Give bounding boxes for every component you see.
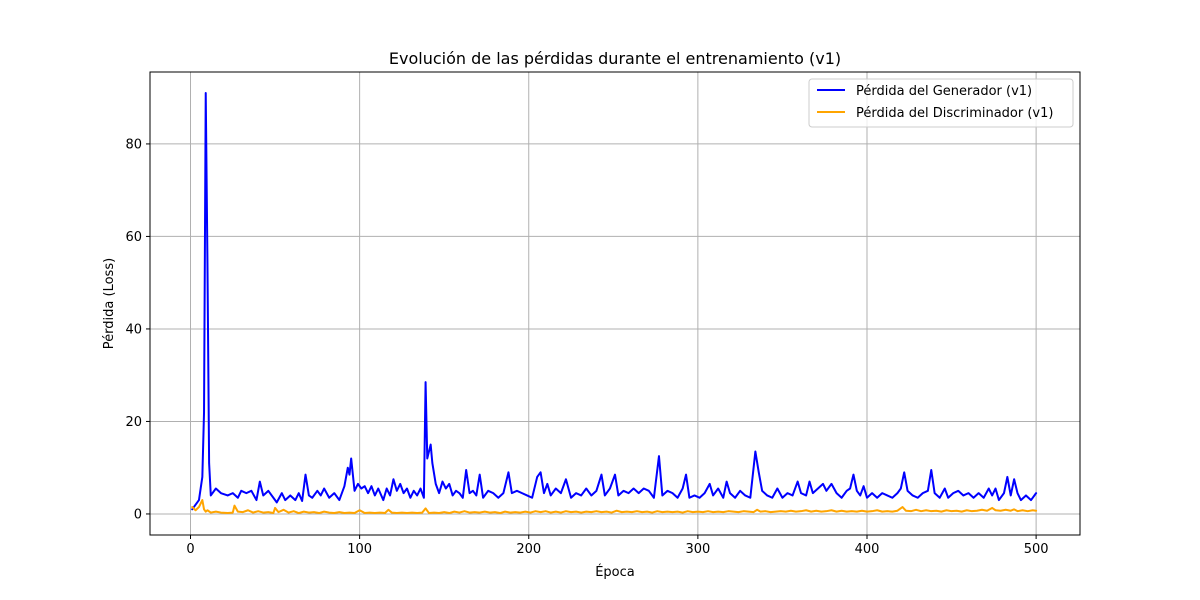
plot-frame (149, 71, 1081, 536)
x-tick-label: 300 (685, 542, 710, 557)
y-tick-label: 40 (125, 322, 142, 337)
legend: Pérdida del Generador (v1) Pérdida del D… (808, 78, 1074, 128)
x-tick-label: 100 (347, 542, 372, 557)
grid (150, 72, 1080, 535)
legend-label-generator: Pérdida del Generador (v1) (856, 84, 1032, 99)
x-tick-label: 500 (1024, 542, 1049, 557)
x-tick-label: 0 (186, 542, 194, 557)
series-layer (191, 92, 1038, 515)
y-tick-label: 80 (125, 137, 142, 152)
x-tick-label: 400 (855, 542, 880, 557)
y-tick-label: 20 (125, 415, 142, 430)
legend-box (808, 78, 1074, 128)
series-line-generator (191, 92, 1038, 511)
y-tick-label: 60 (125, 230, 142, 245)
y-tick-label: 0 (134, 507, 142, 522)
y-axis-ticks: 0 20 40 60 80 (125, 137, 150, 522)
legend-label-discriminator: Pérdida del Discriminador (v1) (856, 106, 1053, 121)
y-axis-label: Pérdida (Loss) (102, 258, 117, 349)
x-tick-label: 200 (516, 542, 541, 557)
x-axis-label: Época (595, 564, 635, 580)
series-line-discriminator (191, 499, 1038, 515)
x-axis-ticks: 0 100 200 300 400 500 (186, 535, 1049, 557)
chart-title: Evolución de las pérdidas durante el ent… (389, 49, 841, 68)
